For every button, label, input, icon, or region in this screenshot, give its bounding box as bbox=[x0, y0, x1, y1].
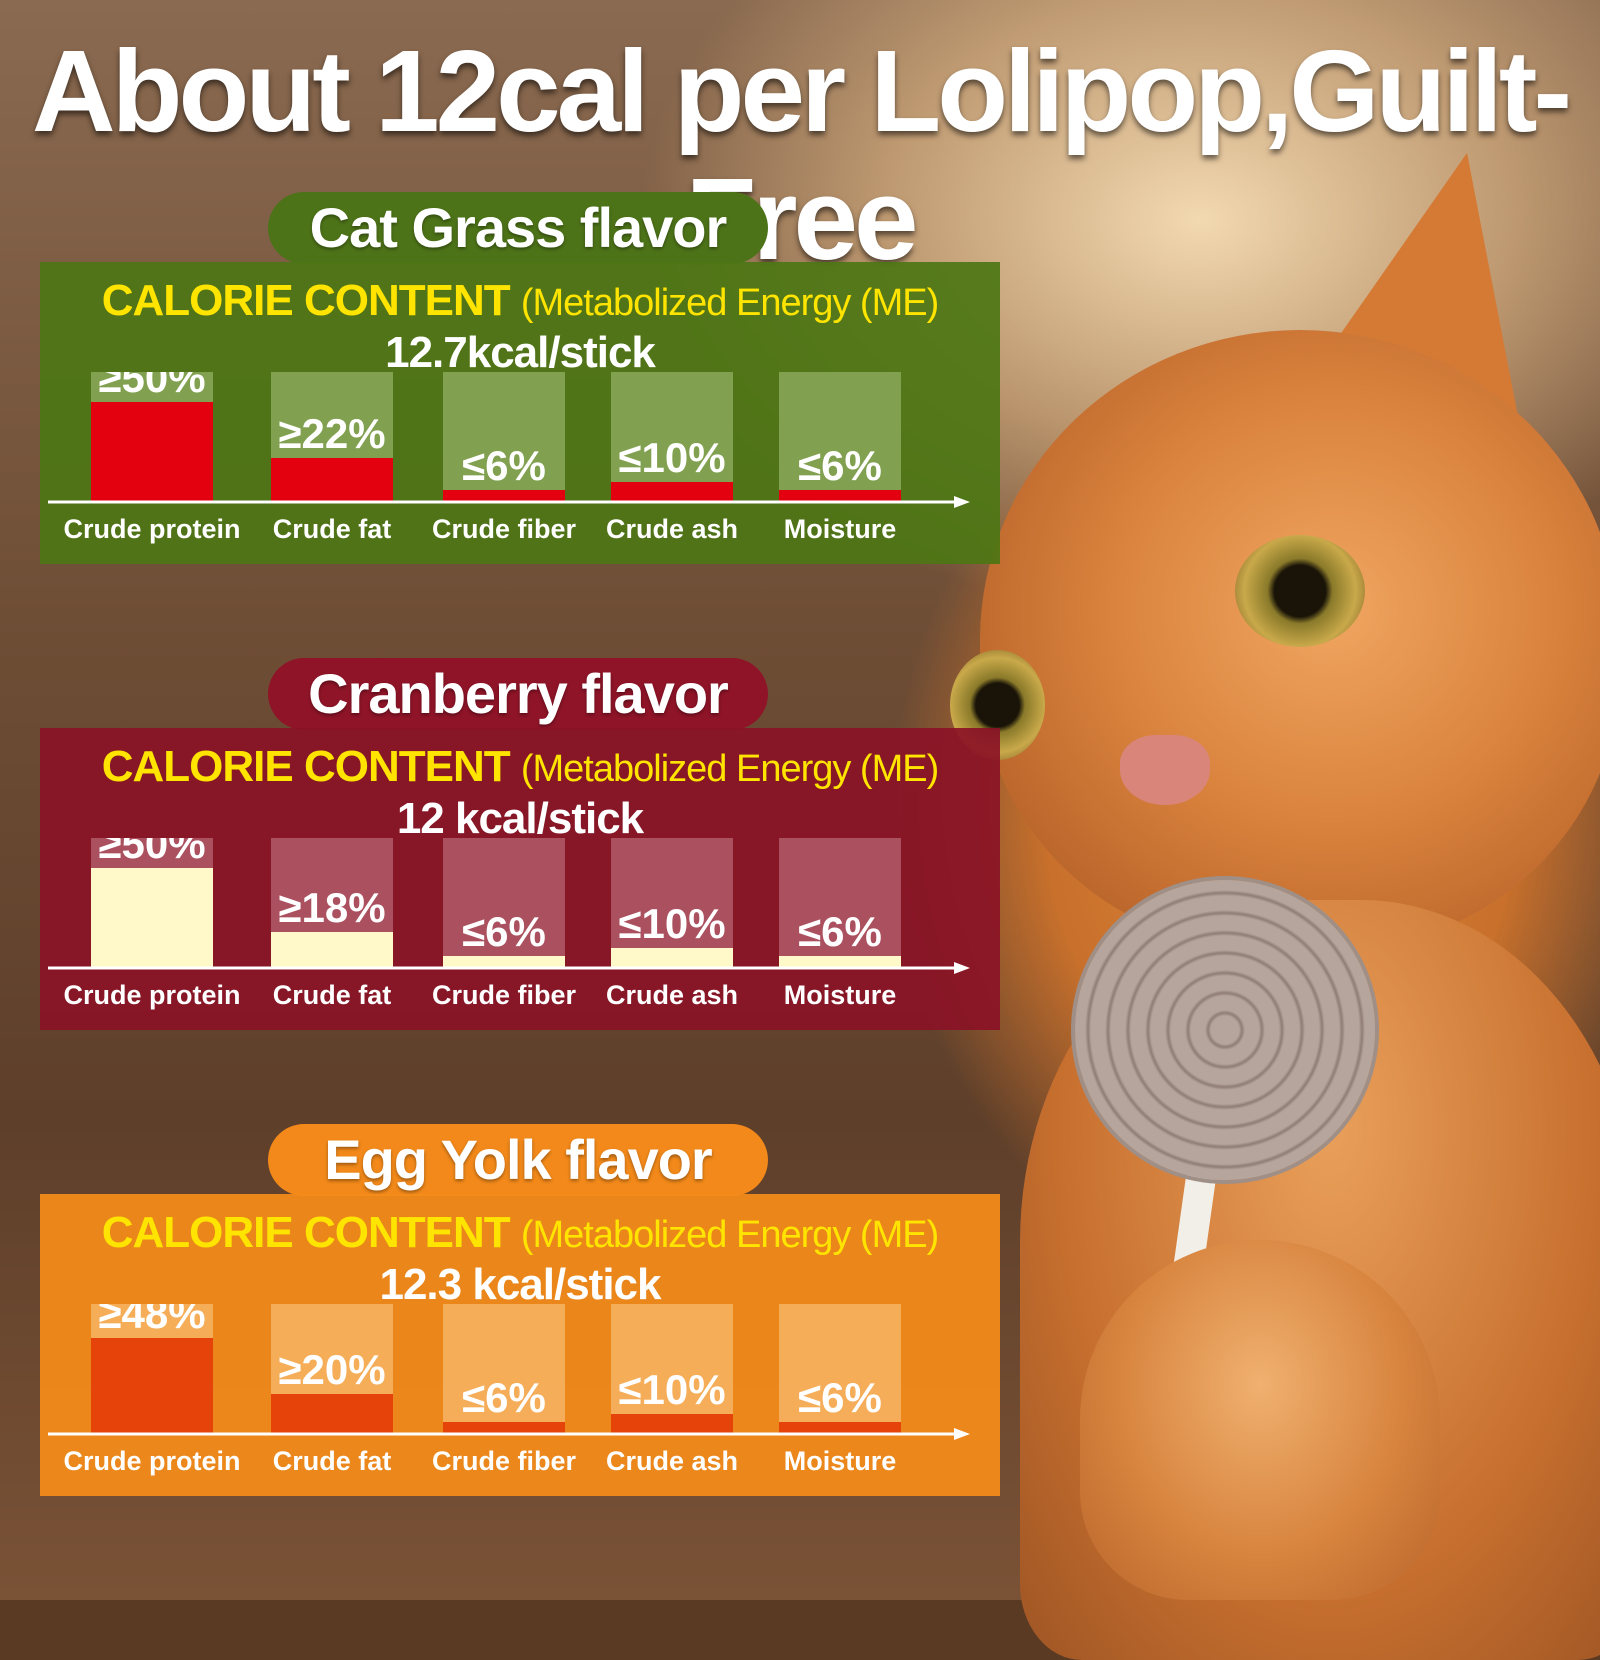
bar-track bbox=[443, 1304, 565, 1434]
category-label: Crude protein bbox=[63, 1446, 240, 1476]
bar-value-label: ≥50% bbox=[98, 372, 205, 401]
flavor-label: Cat Grass flavor bbox=[268, 192, 768, 264]
calorie-heading-main: CALORIE CONTENT bbox=[101, 1208, 511, 1257]
bar-track bbox=[443, 372, 565, 502]
bar bbox=[779, 1422, 901, 1434]
bar-value-label: ≤6% bbox=[462, 442, 546, 489]
bar bbox=[271, 458, 393, 502]
kcal-value: 12 kcal/stick bbox=[396, 794, 644, 843]
bar-value-label: ≤6% bbox=[462, 1374, 546, 1421]
category-label: Crude fiber bbox=[432, 1446, 577, 1476]
bar bbox=[779, 490, 901, 502]
bar bbox=[91, 1338, 213, 1434]
nutrition-panel: CALORIE CONTENT (Metabolized Energy (ME)… bbox=[40, 262, 1000, 564]
bar bbox=[271, 932, 393, 968]
flavor-label: Egg Yolk flavor bbox=[268, 1124, 768, 1196]
cat-eye-right bbox=[1235, 535, 1365, 647]
page-title: About 12cal per Lolipop,Guilt-Free bbox=[31, 26, 1572, 284]
bar-value-label: ≤10% bbox=[618, 434, 725, 481]
category-label: Moisture bbox=[784, 980, 897, 1010]
calorie-heading-sub: (Metabolized Energy (ME) bbox=[520, 1214, 939, 1256]
category-label: Crude fiber bbox=[432, 980, 577, 1010]
calorie-heading: CALORIE CONTENT (Metabolized Energy (ME) bbox=[40, 1208, 1000, 1258]
section-egg-yolk: Egg Yolk flavor CALORIE CONTENT (Metabol… bbox=[40, 1124, 1000, 1496]
calorie-heading: CALORIE CONTENT (Metabolized Energy (ME) bbox=[40, 276, 1000, 326]
bar-value-label: ≤6% bbox=[798, 908, 882, 955]
calorie-heading-main: CALORIE CONTENT bbox=[101, 276, 511, 325]
bar bbox=[611, 482, 733, 502]
bar-value-label: ≤10% bbox=[618, 900, 725, 947]
bar-track bbox=[779, 372, 901, 502]
bar-value-label: ≤10% bbox=[618, 1366, 725, 1413]
cat-nose bbox=[1120, 735, 1210, 805]
bar bbox=[611, 948, 733, 968]
bar bbox=[443, 956, 565, 968]
category-label: Crude ash bbox=[606, 1446, 738, 1476]
bar bbox=[779, 956, 901, 968]
calorie-heading-sub: (Metabolized Energy (ME) bbox=[520, 282, 939, 324]
category-label: Moisture bbox=[784, 514, 897, 544]
bar bbox=[91, 402, 213, 502]
category-label: Crude protein bbox=[63, 514, 240, 544]
bar-track bbox=[611, 838, 733, 968]
category-label: Crude fiber bbox=[432, 514, 577, 544]
category-label: Crude ash bbox=[606, 980, 738, 1010]
category-label: Crude fat bbox=[273, 980, 392, 1010]
cat-paw bbox=[1080, 1240, 1440, 1600]
calorie-heading: CALORIE CONTENT (Metabolized Energy (ME) bbox=[40, 742, 1000, 792]
category-label: Crude protein bbox=[63, 980, 240, 1010]
bar-value-label: ≥22% bbox=[278, 410, 385, 457]
bar bbox=[443, 490, 565, 502]
bar-value-label: ≥50% bbox=[98, 838, 205, 867]
bar-value-label: ≥20% bbox=[278, 1346, 385, 1393]
nutrition-panel: CALORIE CONTENT (Metabolized Energy (ME)… bbox=[40, 728, 1000, 1030]
category-label: Crude ash bbox=[606, 514, 738, 544]
x-axis-arrow bbox=[954, 1428, 970, 1440]
bar-value-label: ≤6% bbox=[798, 442, 882, 489]
kcal-value: 12.3 kcal/stick bbox=[379, 1260, 661, 1309]
category-label: Moisture bbox=[784, 1446, 897, 1476]
x-axis-arrow bbox=[954, 962, 970, 974]
bar-value-label: ≤6% bbox=[462, 908, 546, 955]
calorie-heading-sub: (Metabolized Energy (ME) bbox=[520, 748, 939, 790]
bar bbox=[91, 868, 213, 968]
bar bbox=[611, 1414, 733, 1434]
category-label: Crude fat bbox=[273, 514, 392, 544]
bar-track bbox=[779, 1304, 901, 1434]
bar-track bbox=[611, 1304, 733, 1434]
category-label: Crude fat bbox=[273, 1446, 392, 1476]
nutrition-chart: ≥50% Crude protein ≥22% Crude fat ≤6% Crude f… bbox=[48, 372, 970, 544]
bar bbox=[443, 1422, 565, 1434]
calorie-heading-main: CALORIE CONTENT bbox=[101, 742, 511, 791]
bar-value-label: ≥18% bbox=[278, 884, 385, 931]
bar-value-label: ≥48% bbox=[98, 1304, 205, 1337]
x-axis-arrow bbox=[954, 496, 970, 508]
kcal-value: 12.7kcal/stick bbox=[385, 328, 656, 377]
nutrition-chart: ≥50% Crude protein ≥18% Crude fat ≤6% Crude f… bbox=[48, 838, 970, 1010]
bar-track bbox=[443, 838, 565, 968]
bar-track bbox=[779, 838, 901, 968]
lollipop-swirl bbox=[1075, 880, 1375, 1180]
section-cranberry: Cranberry flavor CALORIE CONTENT (Metabo… bbox=[40, 658, 1000, 1030]
flavor-label: Cranberry flavor bbox=[268, 658, 768, 730]
bar-value-label: ≤6% bbox=[798, 1374, 882, 1421]
bar bbox=[271, 1394, 393, 1434]
nutrition-chart: ≥48% Crude protein ≥20% Crude fat ≤6% Crude f… bbox=[48, 1304, 970, 1476]
nutrition-panel: CALORIE CONTENT (Metabolized Energy (ME)… bbox=[40, 1194, 1000, 1496]
section-cat-grass: Cat Grass flavor CALORIE CONTENT (Metabo… bbox=[40, 192, 1000, 564]
bar-track bbox=[611, 372, 733, 502]
